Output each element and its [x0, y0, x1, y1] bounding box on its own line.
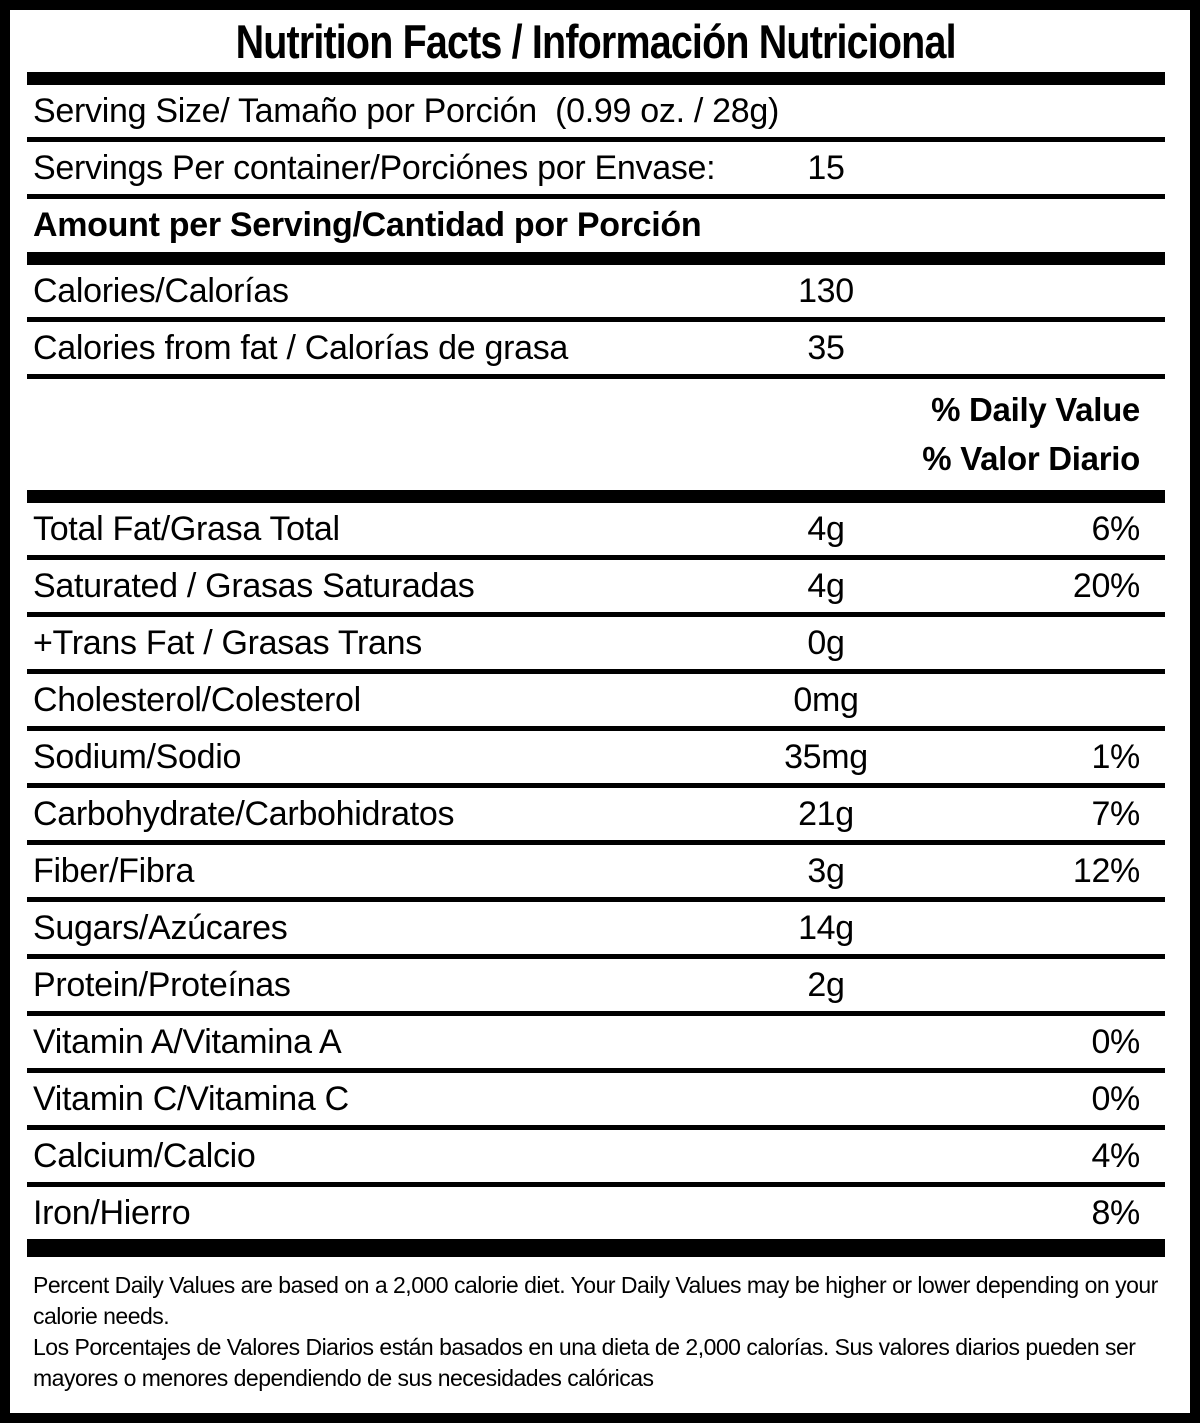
nutrient-dv: 6%: [1091, 509, 1140, 548]
nutrient-amount: 2g: [807, 965, 845, 1004]
footnote-line-es-2: mayores o menores dependiendo de sus nec…: [33, 1365, 654, 1391]
calories-value: 130: [798, 271, 854, 310]
row-calories-from-fat: Calories from fat / Calorías de grasa 35: [27, 322, 1165, 379]
row-fiber: Fiber/Fibra 3g 12%: [27, 845, 1165, 902]
divider-thick-bottom: [27, 1244, 1165, 1257]
row-amount-per-serving: Amount per Serving/Cantidad por Porción: [27, 199, 1165, 252]
nutrient-amount: 4g: [807, 566, 845, 605]
serving-size-text: Serving Size/ Tamaño por Porción (0.99 o…: [33, 91, 779, 130]
row-carbohydrate: Carbohydrate/Carbohidratos 21g 7%: [27, 788, 1165, 845]
divider-thick-amount: [27, 252, 1165, 265]
nutrient-label: +Trans Fat / Grasas Trans: [33, 623, 422, 662]
footnote-line-en-1: Percent Daily Values are based on a 2,00…: [33, 1272, 1158, 1298]
nutrient-label: Iron/Hierro: [33, 1193, 191, 1232]
row-serving-size: Serving Size/ Tamaño por Porción (0.99 o…: [27, 85, 1165, 142]
nutrient-dv: 4%: [1091, 1136, 1140, 1175]
nutrient-label: Cholesterol/Colesterol: [33, 680, 361, 719]
nutrient-amount: 35mg: [784, 737, 868, 776]
nutrient-amount: 4g: [807, 509, 845, 548]
daily-value-header: % Daily Value % Valor Diario: [27, 379, 1165, 490]
row-saturated-fat: Saturated / Grasas Saturadas 4g 20%: [27, 560, 1165, 617]
row-calcium: Calcium/Calcio 4%: [27, 1130, 1165, 1187]
row-calories: Calories/Calorías 130: [27, 265, 1165, 322]
nutrient-amount: 0g: [807, 623, 845, 662]
servings-per-container-value: 15: [807, 148, 845, 187]
row-sugars: Sugars/Azúcares 14g: [27, 902, 1165, 959]
servings-per-container-label: Servings Per container/Porciónes por Env…: [33, 148, 716, 187]
nutrient-label: Total Fat/Grasa Total: [33, 509, 340, 548]
calories-from-fat-value: 35: [807, 328, 845, 367]
row-protein: Protein/Proteínas 2g: [27, 959, 1165, 1016]
nutrient-dv: 0%: [1091, 1022, 1140, 1061]
footnote: Percent Daily Values are based on a 2,00…: [27, 1257, 1165, 1394]
label-title: Nutrition Facts / Información Nutriciona…: [235, 14, 957, 68]
daily-value-header-es: % Valor Diario: [922, 440, 1140, 478]
row-sodium: Sodium/Sodio 35mg 1%: [27, 731, 1165, 788]
nutrient-dv: 7%: [1091, 794, 1140, 833]
row-trans-fat: +Trans Fat / Grasas Trans 0g: [27, 617, 1165, 674]
nutrient-amount: 3g: [807, 851, 845, 890]
label-header: Nutrition Facts / Información Nutriciona…: [27, 10, 1165, 72]
row-total-fat: Total Fat/Grasa Total 4g 6%: [27, 503, 1165, 560]
amount-per-serving-text: Amount per Serving/Cantidad por Porción: [33, 206, 702, 244]
divider-thick-dv: [27, 490, 1165, 503]
nutrient-label: Vitamin C/Vitamina C: [33, 1079, 349, 1118]
nutrient-label: Sugars/Azúcares: [33, 908, 288, 947]
row-vitamin-c: Vitamin C/Vitamina C 0%: [27, 1073, 1165, 1130]
nutrient-label: Sodium/Sodio: [33, 737, 242, 776]
nutrient-label: Carbohydrate/Carbohidratos: [33, 794, 455, 833]
calories-label: Calories/Calorías: [33, 271, 289, 310]
daily-value-header-en: % Daily Value: [931, 390, 1140, 428]
nutrient-amount: 14g: [798, 908, 854, 947]
row-vitamin-a: Vitamin A/Vitamina A 0%: [27, 1016, 1165, 1073]
divider-thick-top: [27, 72, 1165, 85]
nutrient-dv: 12%: [1072, 851, 1140, 890]
nutrient-dv: 8%: [1091, 1193, 1140, 1232]
row-cholesterol: Cholesterol/Colesterol 0mg: [27, 674, 1165, 731]
nutrient-label: Saturated / Grasas Saturadas: [33, 566, 475, 605]
nutrient-label: Vitamin A/Vitamina A: [33, 1022, 342, 1061]
nutrient-dv: 20%: [1072, 566, 1140, 605]
row-iron: Iron/Hierro 8%: [27, 1187, 1165, 1244]
nutrient-amount: 21g: [798, 794, 854, 833]
footnote-line-en-2: calorie needs.: [33, 1303, 170, 1329]
nutrient-label: Fiber/Fibra: [33, 851, 195, 890]
nutrient-amount: 0mg: [793, 680, 859, 719]
nutrient-dv: 0%: [1091, 1079, 1140, 1118]
nutrient-label: Protein/Proteínas: [33, 965, 291, 1004]
nutrient-dv: 1%: [1091, 737, 1140, 776]
nutrient-label: Calcium/Calcio: [33, 1136, 256, 1175]
calories-from-fat-label: Calories from fat / Calorías de grasa: [33, 328, 569, 367]
footnote-line-es-1: Los Porcentajes de Valores Diarios están…: [33, 1334, 1136, 1360]
row-servings-per-container: Servings Per container/Porciónes por Env…: [27, 142, 1165, 199]
